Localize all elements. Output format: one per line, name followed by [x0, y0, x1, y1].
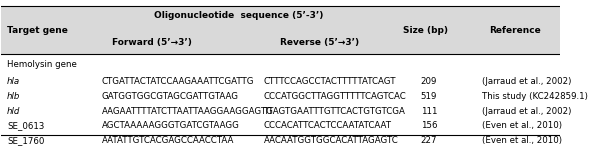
Text: TTAGTGAATTTGTTCACTGTGTCGA: TTAGTGAATTTGTTCACTGTGTCGA — [264, 107, 406, 116]
Text: Forward (5’→3’): Forward (5’→3’) — [113, 38, 192, 47]
Text: Hemolysin gene: Hemolysin gene — [7, 60, 77, 69]
Text: 209: 209 — [421, 77, 437, 86]
Text: AGCTAAAAAGGGTGATCGTAAGG: AGCTAAAAAGGGTGATCGTAAGG — [102, 121, 240, 130]
FancyBboxPatch shape — [1, 6, 560, 54]
Text: (Jarraud et al., 2002): (Jarraud et al., 2002) — [482, 77, 571, 86]
Text: SE_1760: SE_1760 — [7, 136, 45, 145]
Text: Reference: Reference — [489, 26, 541, 35]
Text: 111: 111 — [421, 107, 437, 116]
Text: CCCACATTCACTCCAATATCAAT: CCCACATTCACTCCAATATCAAT — [264, 121, 392, 130]
Text: Target gene: Target gene — [7, 26, 68, 35]
Text: CTTTCCAGCCTACTTTTTATCAGT: CTTTCCAGCCTACTTTTTATCAGT — [264, 77, 397, 86]
Text: (Jarraud et al., 2002): (Jarraud et al., 2002) — [482, 107, 571, 116]
Text: 519: 519 — [421, 92, 437, 101]
Text: Oligonucleotide  sequence (5’-3’): Oligonucleotide sequence (5’-3’) — [154, 11, 323, 20]
Text: (Even et al., 2010): (Even et al., 2010) — [482, 136, 562, 145]
Text: AAGAATTTTATCTTAATTAAGGAAGGAGTG: AAGAATTTTATCTTAATTAAGGAAGGAGTG — [102, 107, 274, 116]
Text: CTGATTACTATCCAAGAAATTCGATTG: CTGATTACTATCCAAGAAATTCGATTG — [102, 77, 255, 86]
Text: (Even et al., 2010): (Even et al., 2010) — [482, 121, 562, 130]
Text: hld: hld — [7, 107, 20, 116]
Text: GATGGTGGCGTAGCGATTGTAAG: GATGGTGGCGTAGCGATTGTAAG — [102, 92, 239, 101]
Text: 227: 227 — [421, 136, 437, 145]
Text: Reverse (5’→3’): Reverse (5’→3’) — [281, 38, 359, 47]
Text: SE_0613: SE_0613 — [7, 121, 45, 130]
Text: hlb: hlb — [7, 92, 20, 101]
Text: Size (bp): Size (bp) — [403, 26, 448, 35]
Text: AACAATGGTGGCACATTAGAGTC: AACAATGGTGGCACATTAGAGTC — [264, 136, 399, 145]
Text: AATATTGTCACGAGCCAACCTAA: AATATTGTCACGAGCCAACCTAA — [102, 136, 234, 145]
Text: This study (KC242859.1): This study (KC242859.1) — [482, 92, 588, 101]
Text: hla: hla — [7, 77, 20, 86]
Text: CCCATGGCTTAGGTTTTTCAGTCAC: CCCATGGCTTAGGTTTTTCAGTCAC — [264, 92, 407, 101]
Text: 156: 156 — [421, 121, 437, 130]
